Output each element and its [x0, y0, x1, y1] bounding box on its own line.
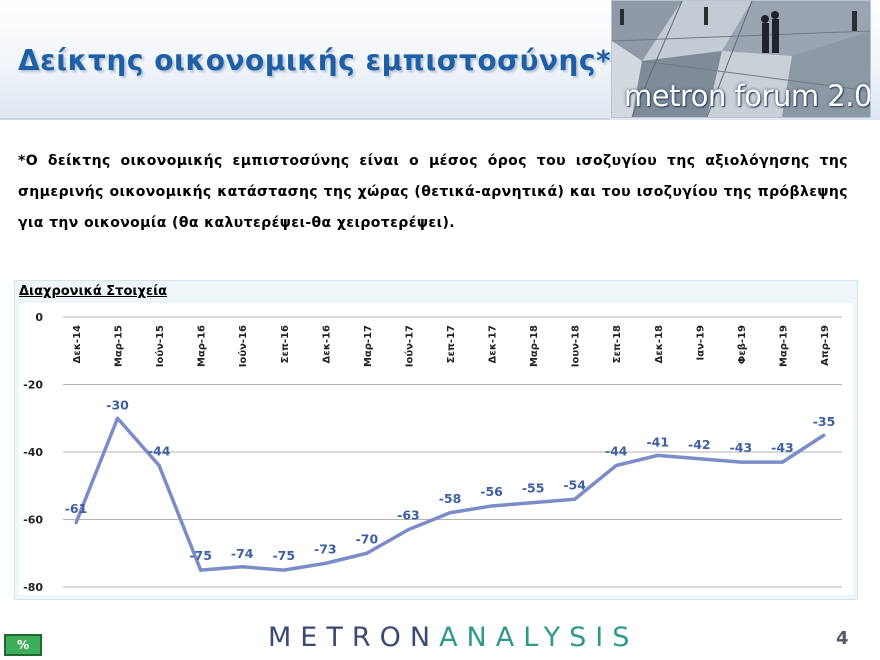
page-number: 4	[836, 628, 849, 649]
data-point	[448, 511, 452, 515]
chart-panel: Διαχρονικά Στοιχεία 0 -20 -40 -60 -80 Δεκ-14 Μ…	[14, 280, 858, 600]
x-tick-label: Δεκ-18	[654, 325, 665, 364]
data-label: -30	[106, 397, 129, 412]
data-point	[780, 460, 784, 464]
data-point	[74, 521, 78, 525]
x-tick-label: Μαρ-16	[197, 325, 208, 367]
y-tick-label: -60	[23, 514, 43, 527]
data-point	[116, 416, 120, 420]
data-point	[822, 433, 826, 437]
data-label: -73	[314, 541, 337, 556]
data-label: -70	[356, 531, 379, 546]
data-label: -44	[148, 444, 171, 459]
data-label: -54	[563, 477, 586, 492]
logo-text: metron forum 2.0	[624, 79, 871, 113]
data-point	[323, 561, 327, 565]
data-label: -35	[813, 414, 836, 429]
x-tick-label: Ιουν-18	[571, 325, 582, 367]
data-point	[240, 565, 244, 569]
x-tick-label: Μαρ-18	[529, 325, 540, 367]
data-point	[739, 460, 743, 464]
metron-forum-logo: metron forum 2.0	[611, 0, 871, 118]
header-divider	[0, 118, 610, 120]
data-label: -43	[730, 440, 753, 455]
data-point	[531, 501, 535, 505]
metron-analysis-logo: METRONANALYSIS	[268, 622, 638, 653]
brand-analysis: ANALYSIS	[439, 622, 639, 653]
data-label: -61	[65, 501, 88, 516]
x-tick-label: Ιούν-17	[403, 325, 415, 367]
y-tick-label: -40	[23, 446, 43, 459]
x-tick-label: Δεκ-14	[72, 325, 83, 364]
data-label: -44	[605, 444, 628, 459]
y-tick-label: -20	[23, 379, 43, 392]
chart-section-label: Διαχρονικά Στοιχεία	[19, 284, 168, 299]
x-tick-label: Μαρ-17	[363, 325, 374, 367]
y-tick-label: 0	[35, 311, 43, 324]
data-point	[573, 497, 577, 501]
x-tick-label: Ιαν-19	[695, 325, 706, 361]
index-definition-note: *Ο δείκτης οικονομικής εμπιστοσύνης είνα…	[18, 153, 848, 231]
x-tick-label: Δεκ-17	[488, 325, 499, 364]
data-label: -41	[646, 434, 669, 449]
x-tick-label: Σεπ-17	[446, 325, 457, 363]
data-label: -74	[231, 546, 254, 561]
x-tick-label: Ιούν-15	[154, 325, 166, 367]
x-tick-label: Απρ-19	[820, 325, 831, 366]
chart-area: 0 -20 -40 -60 -80 Δεκ-14 Μαρ-15 Ιούν-15 Μαρ-16 Ιο…	[19, 303, 853, 595]
x-tick-label: Μαρ-19	[778, 325, 789, 367]
data-point	[282, 568, 286, 572]
data-label: -63	[397, 508, 420, 523]
data-label: -43	[771, 440, 794, 455]
data-label: -55	[522, 481, 545, 496]
building-photo-icon	[612, 1, 870, 117]
data-point	[490, 504, 494, 508]
data-label: -58	[439, 491, 462, 506]
data-label: -75	[272, 548, 295, 563]
x-tick-label: Δεκ-16	[321, 325, 332, 364]
x-tick-label: Μαρ-15	[114, 325, 125, 367]
data-label: -56	[480, 484, 503, 499]
data-point	[656, 453, 660, 457]
line-chart: 0 -20 -40 -60 -80 Δεκ-14 Μαρ-15 Ιούν-15 Μαρ-16 Ιο…	[23, 311, 842, 594]
data-point	[157, 464, 161, 467]
data-point	[614, 464, 618, 467]
data-point	[697, 457, 701, 461]
brand-metron: METRON	[268, 622, 440, 653]
data-point	[365, 551, 369, 555]
data-point	[199, 568, 203, 572]
data-label: -42	[688, 437, 711, 452]
x-tick-label: Φεβ-19	[737, 325, 748, 364]
data-point	[406, 528, 410, 532]
data-label: -75	[189, 548, 212, 563]
x-tick-label: Σεπ-16	[280, 325, 291, 363]
page-title: Δείκτης οικονομικής εμπιστοσύνης*	[18, 44, 612, 77]
y-tick-label: -80	[23, 581, 43, 594]
percent-button[interactable]: %	[4, 634, 42, 656]
x-tick-label: Ιούν-16	[237, 325, 249, 367]
x-tick-label: Σεπ-18	[612, 325, 623, 363]
